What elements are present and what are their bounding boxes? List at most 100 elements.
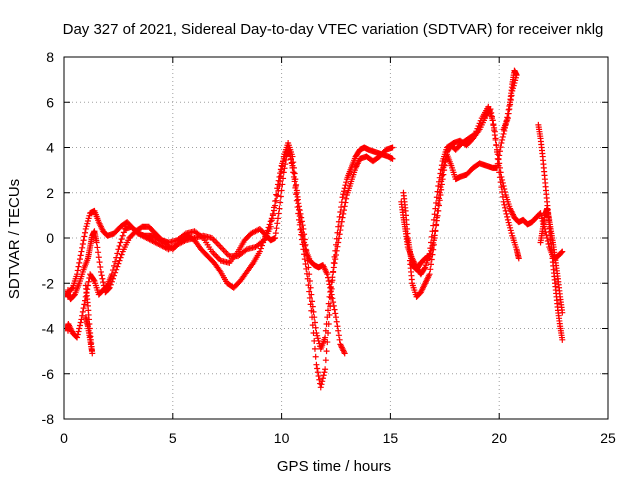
data-point bbox=[322, 366, 329, 373]
data-point bbox=[559, 309, 566, 316]
data-point bbox=[301, 251, 308, 258]
data-point bbox=[261, 236, 268, 243]
y-tick-label: 6 bbox=[46, 94, 54, 110]
data-point bbox=[341, 350, 348, 357]
data-point bbox=[332, 256, 339, 263]
data-point bbox=[499, 136, 506, 143]
data-point bbox=[289, 162, 296, 169]
data-point bbox=[324, 271, 331, 278]
data-point bbox=[428, 261, 435, 268]
data-point bbox=[512, 74, 519, 81]
x-axis-label: GPS time / hours bbox=[277, 458, 391, 475]
data-point bbox=[429, 228, 436, 235]
x-tick-label: 10 bbox=[274, 430, 290, 446]
data-point bbox=[508, 92, 515, 99]
data-point bbox=[84, 218, 91, 225]
data-point bbox=[335, 223, 342, 230]
data-point bbox=[491, 128, 498, 135]
data-point bbox=[336, 336, 343, 343]
data-point bbox=[428, 233, 435, 240]
data-point bbox=[325, 277, 332, 284]
data-point bbox=[434, 188, 441, 195]
data-point bbox=[438, 186, 445, 193]
axis-ticks: 0 5 10 15 20 25 -8 -6 -4 -2 0 2 4 6 8 bbox=[42, 49, 616, 446]
data-point bbox=[93, 239, 100, 246]
data-point bbox=[74, 271, 81, 278]
data-point bbox=[318, 381, 325, 388]
data-point bbox=[79, 312, 86, 319]
data-point bbox=[493, 142, 500, 149]
data-point bbox=[515, 255, 522, 262]
data-point bbox=[115, 246, 122, 253]
data-point bbox=[314, 369, 321, 376]
data-point bbox=[436, 174, 443, 181]
data-point bbox=[324, 314, 331, 321]
data-point bbox=[429, 251, 436, 258]
data-point bbox=[109, 275, 116, 282]
y-tick-label: 4 bbox=[46, 140, 54, 156]
data-point bbox=[76, 259, 83, 266]
x-tick-label: 0 bbox=[60, 430, 68, 446]
data-point bbox=[327, 284, 334, 291]
data-point bbox=[509, 85, 516, 92]
data-point bbox=[90, 276, 97, 283]
data-point bbox=[310, 308, 317, 315]
data-point bbox=[75, 263, 82, 270]
data-point bbox=[330, 302, 337, 309]
data-point bbox=[83, 223, 90, 230]
data-point bbox=[507, 227, 514, 234]
data-point bbox=[427, 245, 434, 252]
data-point bbox=[315, 337, 322, 344]
data-point bbox=[274, 215, 281, 222]
data-point bbox=[118, 236, 125, 243]
data-point bbox=[333, 251, 339, 258]
data-point bbox=[94, 244, 101, 251]
data-point bbox=[302, 241, 309, 248]
y-axis-label: SDTVAR / TECUs bbox=[6, 179, 23, 299]
data-point bbox=[97, 268, 104, 275]
data-point bbox=[432, 205, 439, 212]
data-point bbox=[77, 252, 84, 259]
data-point bbox=[300, 225, 307, 232]
data-point bbox=[507, 101, 514, 108]
data-point bbox=[282, 156, 289, 163]
data-point bbox=[113, 266, 120, 273]
data-point bbox=[286, 150, 293, 157]
data-point bbox=[339, 194, 346, 201]
data-point bbox=[100, 282, 107, 289]
data-point bbox=[277, 178, 284, 185]
data-point bbox=[79, 244, 86, 251]
data-point bbox=[84, 220, 91, 227]
data-points bbox=[65, 67, 566, 391]
data-point bbox=[543, 231, 550, 238]
data-point bbox=[272, 230, 279, 237]
data-point bbox=[118, 251, 125, 258]
data-point bbox=[341, 203, 348, 210]
data-point bbox=[500, 126, 507, 133]
data-point bbox=[321, 369, 328, 376]
data-point bbox=[330, 269, 337, 276]
data-point bbox=[303, 247, 310, 254]
data-point bbox=[114, 263, 121, 270]
data-point bbox=[430, 216, 437, 223]
data-point bbox=[501, 201, 508, 208]
data-point bbox=[504, 213, 511, 220]
data-point bbox=[272, 235, 279, 241]
data-point bbox=[506, 222, 513, 229]
data-point bbox=[99, 275, 106, 282]
data-point bbox=[117, 254, 124, 261]
chart-title: Day 327 of 2021, Sidereal Day-to-day VTE… bbox=[63, 21, 604, 38]
y-tick-label: 0 bbox=[46, 230, 54, 246]
data-point bbox=[278, 187, 285, 194]
data-point bbox=[322, 327, 329, 334]
data-point bbox=[324, 339, 331, 346]
data-point bbox=[85, 215, 92, 222]
data-point bbox=[507, 96, 514, 103]
data-point bbox=[333, 247, 340, 254]
data-point bbox=[510, 82, 517, 89]
data-point bbox=[496, 148, 503, 155]
data-point bbox=[322, 357, 329, 364]
data-point bbox=[502, 207, 509, 214]
data-point bbox=[79, 308, 86, 315]
data-point bbox=[327, 288, 334, 295]
